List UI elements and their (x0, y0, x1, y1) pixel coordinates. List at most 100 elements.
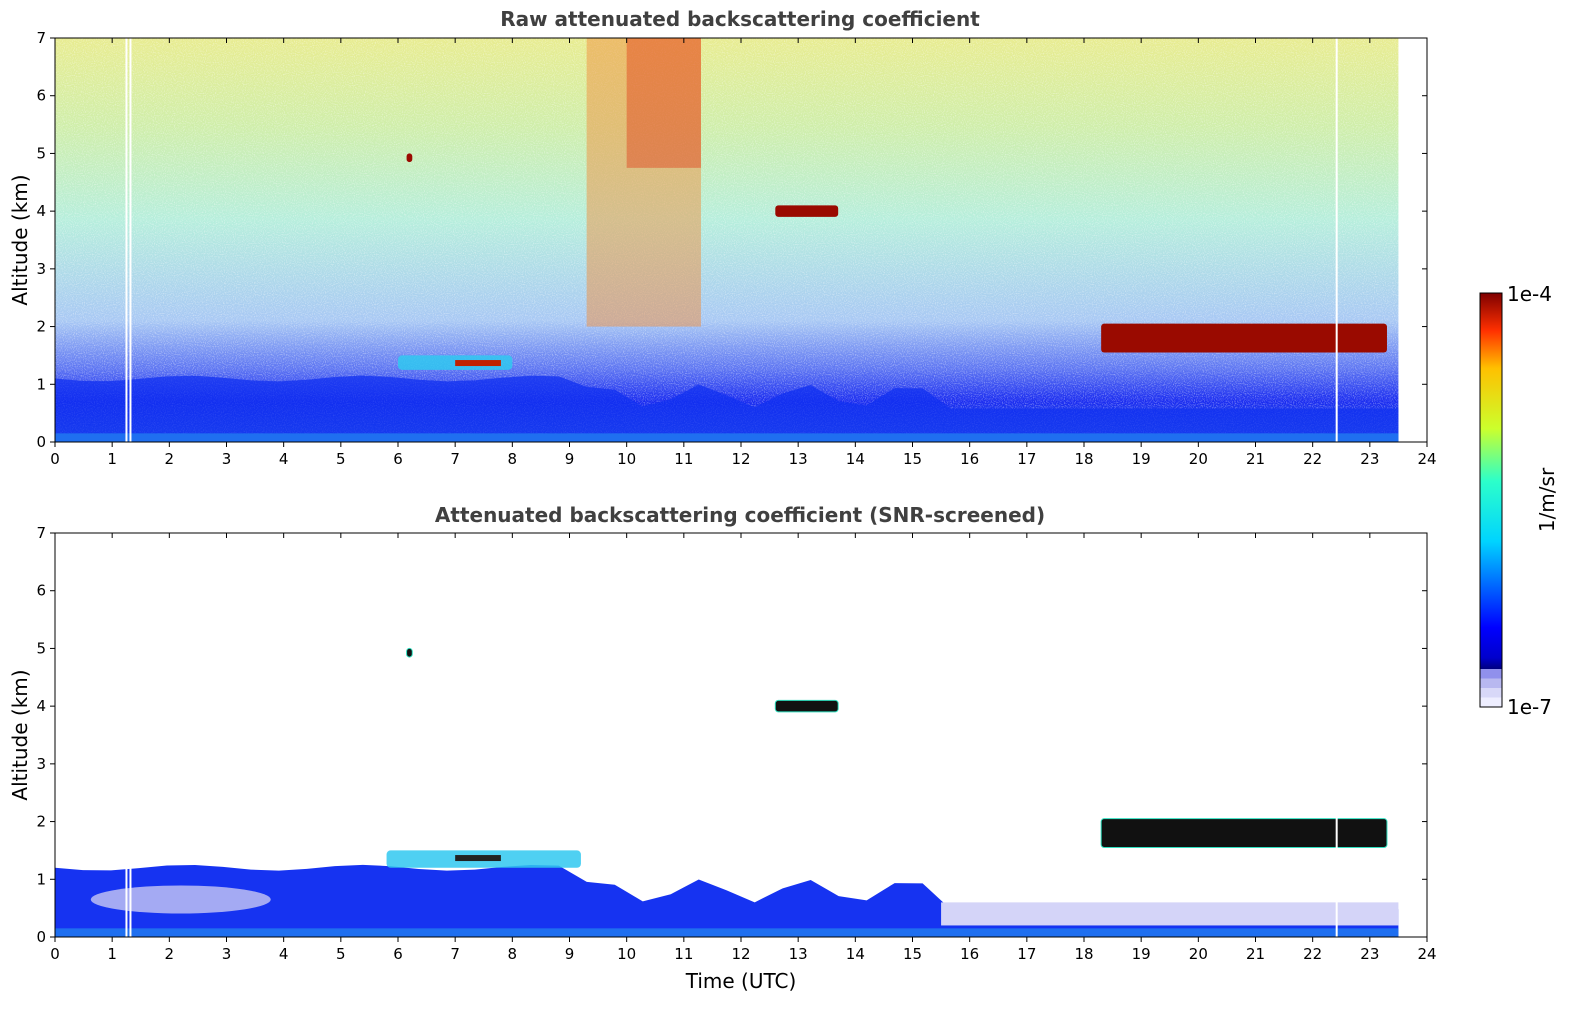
near-surface-layer-0 (55, 928, 1399, 937)
y-tick-label-4: 4 (36, 697, 46, 715)
x-tick-label-17: 17 (1017, 945, 1036, 963)
colorbar-step-1 (1480, 688, 1502, 698)
x-tick-label-20: 20 (1189, 945, 1208, 963)
colorbar-step-2 (1480, 678, 1502, 688)
data-gap-2 (1335, 38, 1338, 442)
y-tick-label-6: 6 (36, 87, 46, 105)
colorbar-max-label: 1e-4 (1507, 282, 1552, 306)
x-tick-label-15: 15 (903, 450, 922, 468)
x-tick-label-9: 9 (565, 450, 575, 468)
x-tick-label-0: 0 (50, 945, 60, 963)
x-tick-label-13: 13 (789, 945, 808, 963)
panel1-y-ticks: 0 1 2 3 4 5 6 7 (36, 29, 1427, 451)
y-tick-label-1: 1 (36, 375, 46, 393)
x-tick-label-1: 1 (107, 450, 117, 468)
colorbar-step-3 (1480, 669, 1502, 679)
panel1-title: Raw attenuated backscattering coefficien… (500, 7, 980, 31)
x-tick-label-3: 3 (222, 945, 232, 963)
data-gap-1 (129, 38, 132, 442)
near-surface-layer-0 (55, 433, 1399, 442)
y-tick-label-2: 2 (36, 813, 46, 831)
colorbar-frame (1479, 292, 1503, 708)
cloud-edge-2 (774, 699, 839, 713)
weak-signal-band-0 (941, 902, 1399, 926)
x-tick-label-9: 9 (565, 945, 575, 963)
panel1-y-axis-label: Altitude (km) (8, 174, 32, 305)
cloud-edge-3 (406, 647, 413, 658)
raw-backscatter-heatmap (55, 38, 1399, 442)
y-tick-label-2: 2 (36, 318, 46, 336)
x-tick-label-22: 22 (1303, 450, 1322, 468)
y-tick-label-6: 6 (36, 582, 46, 600)
y-tick-label-5: 5 (36, 639, 46, 657)
x-tick-label-2: 2 (165, 945, 175, 963)
x-tick-label-18: 18 (1074, 450, 1093, 468)
x-tick-label-16: 16 (960, 945, 979, 963)
data-gap-1 (129, 533, 132, 937)
x-tick-label-12: 12 (731, 945, 750, 963)
cloud-2 (775, 700, 839, 712)
x-tick-label-22: 22 (1303, 945, 1322, 963)
screened-backscatter-heatmap (55, 533, 1399, 937)
x-tick-label-4: 4 (279, 450, 289, 468)
x-tick-label-13: 13 (789, 450, 808, 468)
x-tick-label-6: 6 (393, 450, 403, 468)
y-tick-label-7: 7 (36, 524, 46, 542)
y-tick-label-1: 1 (36, 870, 46, 888)
raw-backscatter-panel: Raw attenuated backscattering coefficien… (8, 7, 1437, 468)
x-tick-label-3: 3 (222, 450, 232, 468)
cloud-1 (1101, 323, 1387, 353)
y-tick-label-5: 5 (36, 144, 46, 162)
x-tick-label-19: 19 (1132, 450, 1151, 468)
x-tick-label-0: 0 (50, 450, 60, 468)
cloud-2 (775, 205, 839, 217)
colorbar-step-0 (1480, 697, 1502, 707)
colorbar-unit-label: 1/m/sr (1535, 467, 1559, 532)
x-tick-label-6: 6 (393, 945, 403, 963)
colorbar: 1e-4 1e-7 1/m/sr (1479, 282, 1559, 719)
panel1-x-ticks: 0 1 2 3 4 5 6 7 8 9 10 11 12 13 14 15 16 17 18 19 20 21 22 23 24 (50, 38, 1437, 468)
aerosol-layer-core-4 (455, 360, 501, 367)
boundary-layer-0 (55, 375, 1399, 442)
y-tick-label-0: 0 (36, 928, 46, 946)
cloud-edge-1 (1100, 818, 1388, 849)
x-tick-label-10: 10 (617, 945, 636, 963)
x-tick-label-1: 1 (107, 945, 117, 963)
panel2-title: Attenuated backscattering coefficient (S… (435, 503, 1045, 527)
data-gap-0 (125, 38, 128, 442)
y-tick-label-3: 3 (36, 755, 46, 773)
x-tick-label-14: 14 (846, 945, 865, 963)
x-tick-label-10: 10 (617, 450, 636, 468)
x-tick-label-18: 18 (1074, 945, 1093, 963)
raw-noise-speckle (55, 38, 1399, 442)
x-tick-label-11: 11 (674, 945, 693, 963)
x-tick-label-23: 23 (1360, 450, 1379, 468)
x-tick-label-12: 12 (731, 450, 750, 468)
cloud-1 (1101, 818, 1387, 848)
x-tick-label-2: 2 (165, 450, 175, 468)
x-axis-label: Time (UTC) (685, 969, 797, 993)
y-tick-label-7: 7 (36, 29, 46, 47)
y-tick-label-0: 0 (36, 433, 46, 451)
x-tick-label-11: 11 (674, 450, 693, 468)
colorbar-min-label: 1e-7 (1507, 695, 1552, 719)
data-gap-0 (125, 533, 128, 937)
x-tick-label-21: 21 (1246, 945, 1265, 963)
aerosol-layer-core-4 (455, 855, 501, 862)
screened-backscatter-panel: Attenuated backscattering coefficient (S… (8, 503, 1437, 993)
x-tick-label-23: 23 (1360, 945, 1379, 963)
x-tick-label-16: 16 (960, 450, 979, 468)
x-tick-label-8: 8 (508, 450, 518, 468)
weak-signal-patch-0 (90, 885, 271, 914)
x-tick-label-14: 14 (846, 450, 865, 468)
x-tick-label-7: 7 (450, 945, 460, 963)
x-tick-label-4: 4 (279, 945, 289, 963)
panel2-x-ticks: 0 1 2 3 4 5 6 7 8 9 10 11 12 13 14 15 16 17 18 19 20 21 22 23 24 (50, 533, 1437, 963)
solar-noise-5 (586, 38, 701, 327)
x-tick-label-19: 19 (1132, 945, 1151, 963)
y-tick-label-3: 3 (36, 260, 46, 278)
x-tick-label-20: 20 (1189, 450, 1208, 468)
panel2-y-axis-label: Altitude (km) (8, 669, 32, 800)
solar-noise-peak-5 (626, 38, 701, 168)
